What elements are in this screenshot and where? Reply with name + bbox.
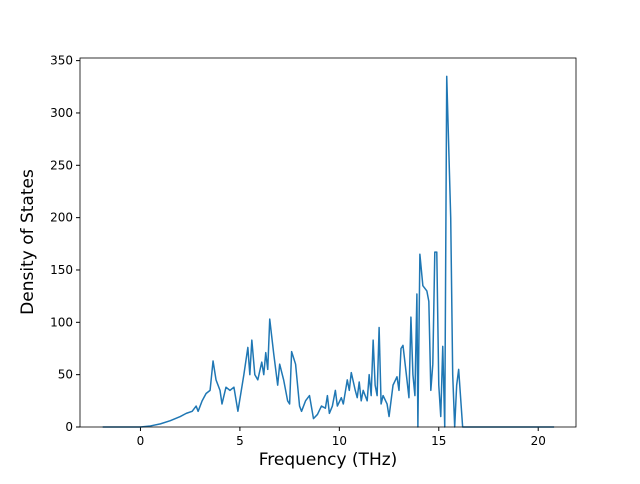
y-tick-label: 300 (50, 106, 73, 120)
y-tick-label: 150 (50, 263, 73, 277)
x-tick-label: 0 (137, 434, 145, 448)
y-tick-label: 350 (50, 54, 73, 68)
y-tick-label: 100 (50, 315, 73, 329)
y-tick-label: 250 (50, 158, 73, 172)
y-axis-label: Density of States (18, 169, 38, 315)
x-axis-label: Frequency (THz) (259, 450, 398, 470)
x-tick-label: 20 (531, 434, 546, 448)
y-tick-label: 200 (50, 211, 73, 225)
x-tick-label: 5 (236, 434, 244, 448)
plot-frame (79, 57, 577, 428)
x-tick-label: 10 (332, 434, 347, 448)
data-line (102, 75, 555, 428)
y-tick-label: 0 (65, 420, 73, 434)
x-tick-label: 15 (431, 434, 446, 448)
y-tick-label: 50 (58, 368, 73, 382)
